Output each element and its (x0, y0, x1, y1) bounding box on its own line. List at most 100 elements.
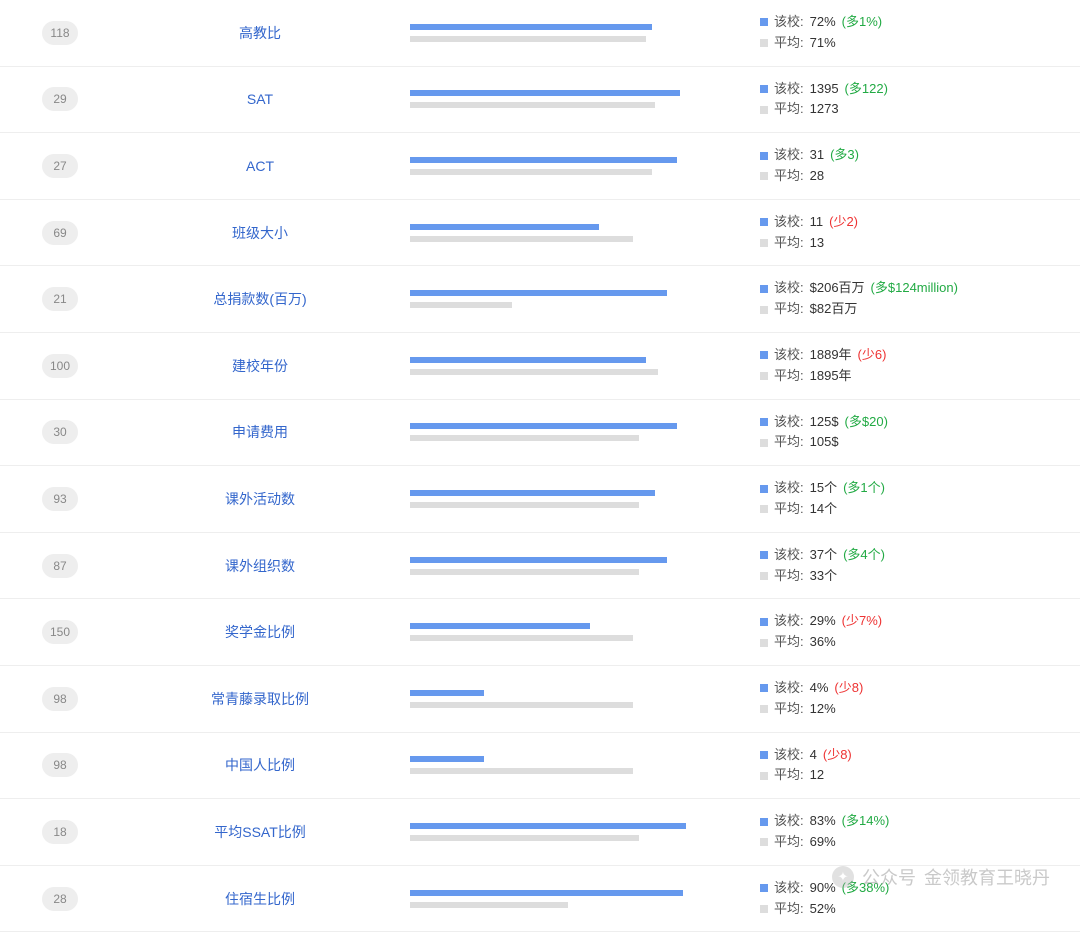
table-row: 27 ACT 该校: 31 (多3) 平均: 28 (0, 133, 1080, 200)
stats-cell: 该校: 90% (多38%) 平均: 52% (730, 878, 1080, 920)
rank-badge: 100 (42, 354, 78, 378)
avg-stat-line: 平均: 71% (760, 33, 1080, 54)
school-value: 11 (810, 212, 824, 233)
metric-link[interactable]: 课外组织数 (225, 558, 295, 574)
metric-link[interactable]: 申请费用 (232, 424, 288, 440)
school-label: 该校: (774, 745, 804, 766)
avg-marker-icon (760, 39, 768, 47)
delta-value: (少8) (834, 678, 863, 699)
school-label: 该校: (774, 878, 804, 899)
table-row: 18 平均SSAT比例 该校: 83% (多14%) 平均: 69% (0, 799, 1080, 866)
metric-link[interactable]: SAT (247, 91, 273, 107)
metric-link[interactable]: 中国人比例 (225, 757, 295, 773)
school-label: 该校: (774, 545, 804, 566)
rank-cell: 118 (0, 21, 120, 45)
school-marker-icon (760, 884, 768, 892)
metric-link[interactable]: 常青藤录取比例 (211, 691, 309, 707)
avg-label: 平均: (774, 99, 804, 120)
avg-stat-line: 平均: 13 (760, 233, 1080, 254)
school-bar (410, 823, 686, 829)
delta-value: (多38%) (842, 878, 890, 899)
metric-link[interactable]: 奖学金比例 (225, 624, 295, 640)
school-value: 1395 (810, 79, 839, 100)
metric-link[interactable]: 总捐款数(百万) (213, 291, 306, 307)
avg-label: 平均: (774, 765, 804, 786)
rank-cell: 18 (0, 820, 120, 844)
avg-bar (410, 169, 652, 175)
stats-cell: 该校: 83% (多14%) 平均: 69% (730, 811, 1080, 853)
stats-cell: 该校: 72% (多1%) 平均: 71% (730, 12, 1080, 54)
table-row: 100 建校年份 该校: 1889年 (少6) 平均: 1895年 (0, 333, 1080, 400)
metric-link[interactable]: 高教比 (239, 25, 281, 41)
metric-link[interactable]: 课外活动数 (225, 491, 295, 507)
school-value: 31 (810, 145, 824, 166)
avg-stat-line: 平均: 12 (760, 765, 1080, 786)
table-row: 29 SAT 该校: 1395 (多122) 平均: 1273 (0, 67, 1080, 134)
school-bar (410, 290, 667, 296)
avg-stat-line: 平均: 52% (760, 899, 1080, 920)
metric-link[interactable]: 班级大小 (232, 225, 288, 241)
avg-bar (410, 768, 633, 774)
rank-cell: 87 (0, 554, 120, 578)
avg-bar (410, 835, 639, 841)
school-label: 该校: (774, 12, 804, 33)
bars-cell (400, 90, 730, 108)
table-row: 28 住宿生比例 该校: 90% (多38%) 平均: 52% (0, 866, 1080, 932)
bars-cell (400, 823, 730, 841)
school-label: 该校: (774, 412, 804, 433)
metric-link[interactable]: 平均SSAT比例 (214, 824, 306, 840)
school-stat-line: 该校: 1395 (多122) (760, 79, 1080, 100)
title-cell: 课外活动数 (120, 489, 400, 509)
school-bar (410, 357, 646, 363)
avg-value: 12 (810, 765, 824, 786)
rank-badge: 87 (42, 554, 78, 578)
school-marker-icon (760, 351, 768, 359)
avg-value: 14个 (810, 499, 837, 520)
stats-cell: 该校: 29% (少7%) 平均: 36% (730, 611, 1080, 653)
avg-marker-icon (760, 239, 768, 247)
avg-value: 69% (810, 832, 836, 853)
rank-cell: 100 (0, 354, 120, 378)
avg-marker-icon (760, 106, 768, 114)
rank-cell: 98 (0, 687, 120, 711)
school-value: 1889年 (810, 345, 852, 366)
school-stat-line: 该校: 15个 (多1个) (760, 478, 1080, 499)
school-stat-line: 该校: 29% (少7%) (760, 611, 1080, 632)
stats-cell: 该校: 37个 (多4个) 平均: 33个 (730, 545, 1080, 587)
rank-cell: 21 (0, 287, 120, 311)
school-stat-line: 该校: $206百万 (多$124million) (760, 278, 1080, 299)
metric-link[interactable]: 住宿生比例 (225, 891, 295, 907)
avg-value: 71% (810, 33, 836, 54)
school-stat-line: 该校: 90% (多38%) (760, 878, 1080, 899)
school-stat-line: 该校: 11 (少2) (760, 212, 1080, 233)
school-label: 该校: (774, 811, 804, 832)
avg-bar (410, 702, 633, 708)
school-value: 90% (810, 878, 836, 899)
title-cell: 中国人比例 (120, 755, 400, 775)
metric-link[interactable]: 建校年份 (232, 358, 288, 374)
title-cell: 申请费用 (120, 422, 400, 442)
school-stat-line: 该校: 125$ (多$20) (760, 412, 1080, 433)
avg-value: 28 (810, 166, 824, 187)
school-bar (410, 90, 680, 96)
school-label: 该校: (774, 278, 804, 299)
avg-label: 平均: (774, 832, 804, 853)
metric-link[interactable]: ACT (246, 158, 274, 174)
avg-label: 平均: (774, 699, 804, 720)
title-cell: 课外组织数 (120, 556, 400, 576)
delta-value: (少8) (823, 745, 852, 766)
avg-bar (410, 102, 655, 108)
school-marker-icon (760, 85, 768, 93)
avg-label: 平均: (774, 566, 804, 587)
avg-bar (410, 635, 633, 641)
school-marker-icon (760, 285, 768, 293)
school-label: 该校: (774, 212, 804, 233)
school-bar (410, 423, 677, 429)
title-cell: 奖学金比例 (120, 622, 400, 642)
school-stat-line: 该校: 72% (多1%) (760, 12, 1080, 33)
avg-bar (410, 236, 633, 242)
title-cell: 高教比 (120, 23, 400, 43)
delta-value: (少2) (829, 212, 858, 233)
avg-marker-icon (760, 905, 768, 913)
school-marker-icon (760, 751, 768, 759)
